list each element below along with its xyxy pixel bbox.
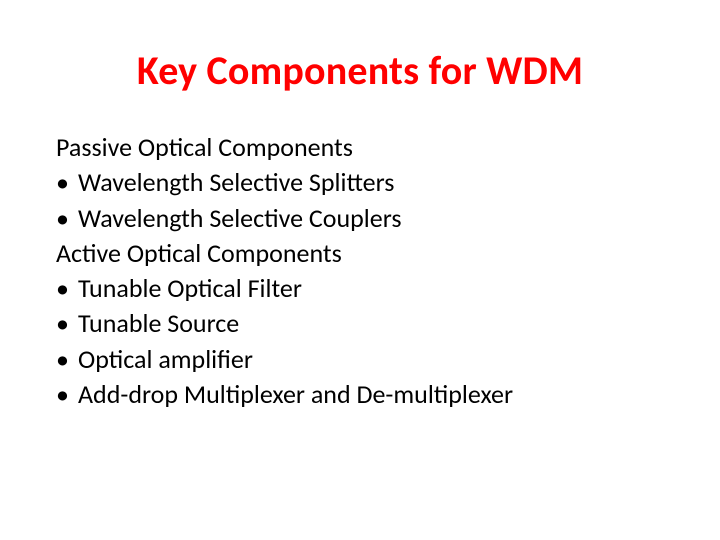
bullet-icon: •	[56, 275, 78, 301]
bullet-icon: •	[56, 381, 78, 407]
list-item: • Optical amplifier	[56, 343, 664, 376]
list-item: • Tunable Source	[56, 307, 664, 340]
bullet-text: Wavelength Selective Couplers	[78, 202, 402, 235]
bullet-icon: •	[56, 169, 78, 195]
section-heading: Passive Optical Components	[56, 131, 664, 164]
slide: Key Components for WDM Passive Optical C…	[0, 0, 720, 540]
bullet-icon: •	[56, 346, 78, 372]
bullet-icon: •	[56, 205, 78, 231]
bullet-text: Tunable Source	[78, 307, 239, 340]
bullet-text: Wavelength Selective Splitters	[78, 166, 394, 199]
list-item: • Wavelength Selective Couplers	[56, 202, 664, 235]
slide-body: Passive Optical Components • Wavelength …	[56, 131, 664, 411]
slide-title: Key Components for WDM	[56, 46, 664, 95]
bullet-text: Optical amplifier	[78, 343, 253, 376]
list-item: • Add-drop Multiplexer and De-multiplexe…	[56, 378, 664, 411]
bullet-icon: •	[56, 310, 78, 336]
section-heading: Active Optical Components	[56, 237, 664, 270]
list-item: • Wavelength Selective Splitters	[56, 166, 664, 199]
list-item: • Tunable Optical Filter	[56, 272, 664, 305]
bullet-text: Tunable Optical Filter	[78, 272, 302, 305]
bullet-text: Add-drop Multiplexer and De-multiplexer	[78, 378, 513, 411]
